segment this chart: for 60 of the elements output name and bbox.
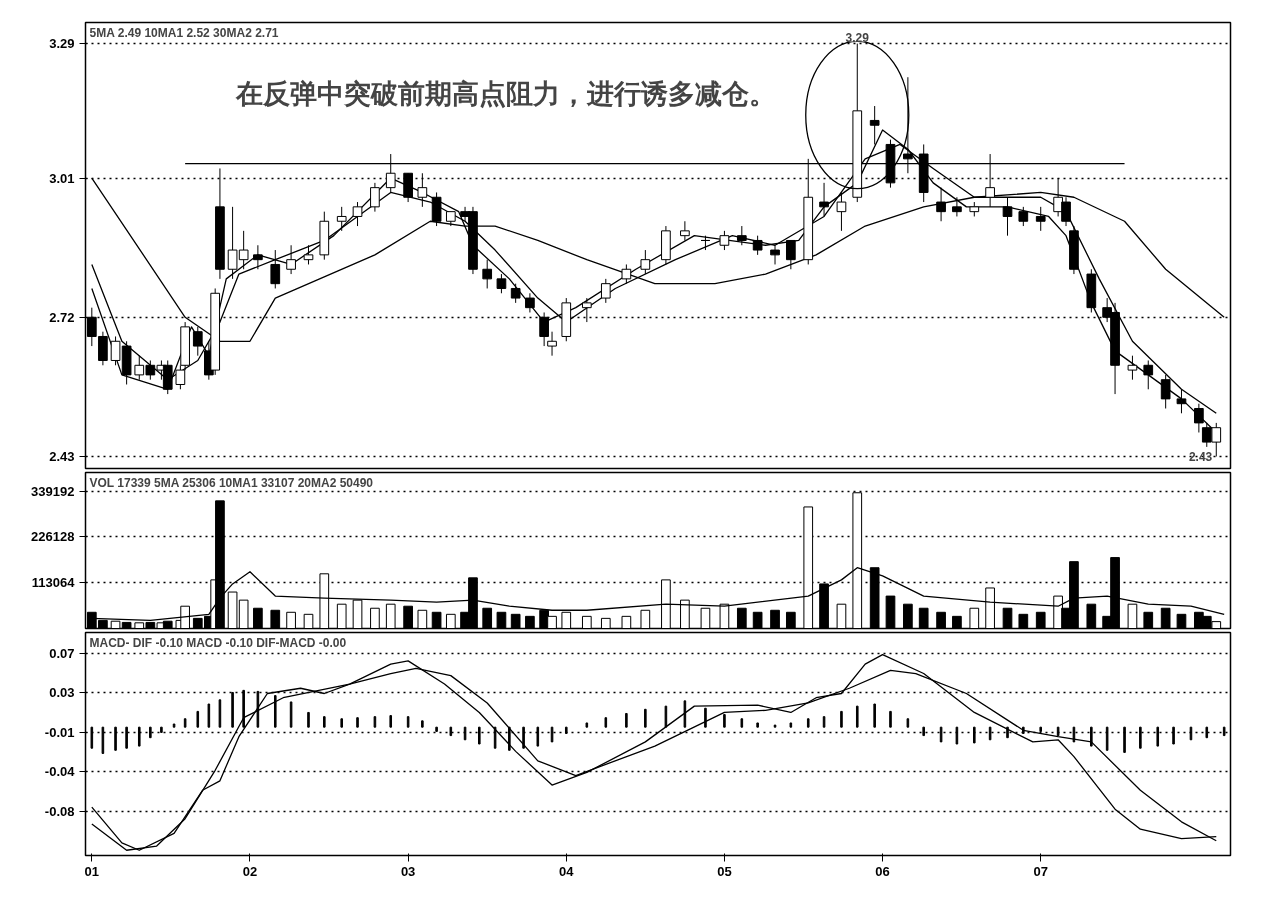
y-tick-label: -0.08: [44, 803, 75, 819]
candlestick: [1002, 196, 1013, 237]
annotation: 3.29: [845, 30, 870, 45]
candlestick: [1127, 355, 1138, 381]
y-tick-label: 2.72: [49, 309, 75, 325]
y-tick-label: -0.01: [44, 724, 75, 740]
candlestick: [952, 196, 962, 217]
candlestick: [770, 244, 780, 265]
candlestick: [736, 225, 747, 246]
x-tick-label: 06: [875, 863, 890, 879]
x-tick-label: 03: [400, 863, 416, 879]
candlestick: [286, 244, 296, 275]
candlestick: [786, 239, 796, 270]
candlestick: [336, 206, 347, 232]
y-tick-label: 0.03: [49, 685, 75, 701]
candlestick: [253, 244, 263, 270]
annotation: 2.43: [1188, 450, 1213, 464]
candlestick: [752, 235, 763, 256]
candlestick: [403, 172, 413, 203]
candlestick: [1160, 374, 1171, 409]
candlestick: [1018, 206, 1029, 227]
candlestick: [482, 259, 493, 289]
y-tick-label: 113064: [31, 575, 76, 591]
candlestick: [1143, 359, 1154, 390]
candlestick: [525, 292, 535, 313]
x-tick-label: 01: [84, 863, 100, 879]
candlestick: [680, 220, 690, 241]
annotation: 5MA 2.49 10MA1 2.52 30MA2 2.71: [89, 25, 279, 40]
x-tick-label: 02: [242, 863, 258, 879]
candlestick: [539, 311, 549, 347]
candlestick: [417, 172, 428, 208]
candlestick: [510, 283, 521, 304]
y-tick-label: 3.01: [49, 170, 75, 186]
candlestick: [819, 182, 829, 217]
x-tick-label: 05: [717, 863, 732, 879]
annotation: MACD- DIF -0.10 MACD -0.10 DIF-MACD -0.00: [89, 635, 347, 650]
x-tick-label: 07: [1033, 863, 1048, 879]
annotation: VOL 17339 5MA 25306 10MA1 33107 20MA2 50490: [89, 475, 374, 490]
candlestick: [303, 244, 314, 265]
candlestick: [496, 273, 507, 294]
x-tick-label: 04: [559, 863, 575, 879]
candlestick: [581, 297, 592, 323]
candlestick: [1035, 206, 1046, 232]
candlestick: [352, 201, 363, 227]
candlestick: [600, 278, 611, 304]
candlestick: [836, 191, 847, 232]
y-tick-label: -0.04: [44, 764, 76, 780]
y-tick-label: 3.29: [49, 36, 75, 52]
y-tick-label: 2.43: [49, 449, 75, 464]
candlestick: [719, 230, 730, 251]
annotation: 在反弹中突破前期高点阻力，进行诱多减仓。: [234, 77, 776, 109]
candlestick: [936, 187, 946, 222]
candlestick: [270, 249, 281, 289]
y-tick-label: 339192: [31, 483, 75, 499]
candlestick: [640, 249, 651, 275]
candlestick: [621, 263, 632, 285]
candlestick: [547, 331, 557, 357]
y-tick-label: 226128: [31, 529, 75, 545]
candlestick: [370, 182, 380, 213]
y-tick-label: 0.07: [49, 646, 75, 662]
